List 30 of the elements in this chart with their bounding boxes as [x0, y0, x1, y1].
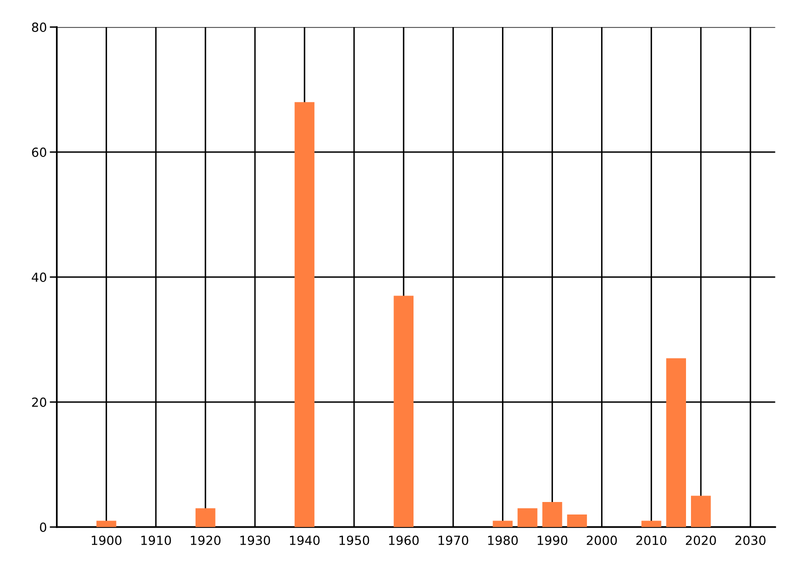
x-tick-label: 1950	[340, 536, 370, 546]
x-tick-label: 2000	[586, 536, 617, 546]
x-tick-label: 2020	[686, 536, 716, 546]
bar	[518, 508, 538, 528]
bar	[492, 520, 513, 528]
y-tick-label: 40	[32, 272, 46, 282]
bar	[666, 358, 686, 528]
x-tick-label: 1920	[190, 536, 221, 546]
bar	[196, 508, 216, 528]
bar	[542, 502, 562, 528]
x-tick-label: 1960	[389, 536, 419, 546]
y-tick-label: 80	[32, 22, 46, 32]
x-tick-label: 1970	[438, 536, 468, 546]
x-tick-label: 1940	[290, 536, 320, 546]
bar	[96, 520, 116, 528]
x-tick-label: 1930	[240, 536, 270, 546]
bar	[690, 496, 711, 528]
bar	[641, 520, 662, 528]
bar	[567, 514, 587, 528]
x-tick-label: 1900	[92, 536, 122, 546]
y-tick-label: 60	[32, 148, 46, 157]
x-tick-label: 1980	[488, 536, 518, 546]
bar	[294, 102, 314, 528]
bar	[394, 296, 414, 528]
y-tick-label: 0	[40, 522, 46, 532]
x-tick-label: 2030	[735, 536, 766, 546]
y-tick-label: 20	[32, 398, 46, 407]
x-tick-label: 1990	[538, 536, 568, 546]
x-tick-label: 1910	[141, 536, 171, 546]
x-tick-label: 2010	[636, 536, 666, 546]
